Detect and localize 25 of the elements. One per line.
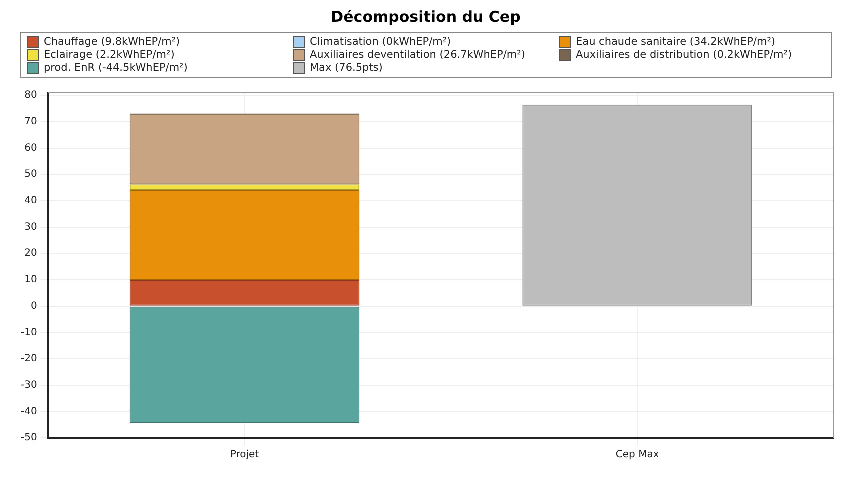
y-tick-label: 50 — [24, 169, 38, 180]
y-tick-label: 70 — [24, 116, 38, 128]
chart-title: Décomposition du Cep — [330, 8, 522, 26]
x-tick-label: Projet — [230, 450, 260, 461]
y-tick-label: 10 — [24, 274, 38, 286]
legend-label: Climatisation (0kWhEP/m²) — [310, 36, 452, 48]
legend-label: Max (76.5pts) — [310, 62, 383, 74]
y-tick-label: 30 — [24, 222, 38, 233]
y-tick-label: -40 — [20, 406, 38, 418]
x-tick-label: Cep Max — [616, 450, 660, 461]
legend-label: Chauffage (9.8kWhEP/m²) — [44, 36, 180, 48]
legend-label: Auxiliaires de distribution (0.2kWhEP/m²) — [576, 49, 792, 61]
legend-label: Auxiliaires deventilation (26.7kWhEP/m²) — [310, 49, 526, 61]
legend-label: Eclairage (2.2kWhEP/m²) — [44, 49, 175, 61]
y-tick-label: -50 — [20, 432, 38, 444]
y-tick-label: 0 — [30, 300, 38, 312]
legend-label: prod. EnR (-44.5kWhEP/m²) — [44, 62, 188, 74]
y-tick-label: -10 — [20, 327, 38, 338]
y-tick-label: -20 — [20, 354, 38, 365]
y-tick-label: 40 — [24, 196, 38, 207]
legend-label: Eau chaude sanitaire (34.2kWhEP/m²) — [576, 36, 776, 48]
y-tick-label: -30 — [20, 380, 38, 391]
y-tick-label: 80 — [24, 90, 38, 102]
y-tick-label: 60 — [24, 142, 38, 154]
y-tick-label: 20 — [24, 248, 38, 260]
